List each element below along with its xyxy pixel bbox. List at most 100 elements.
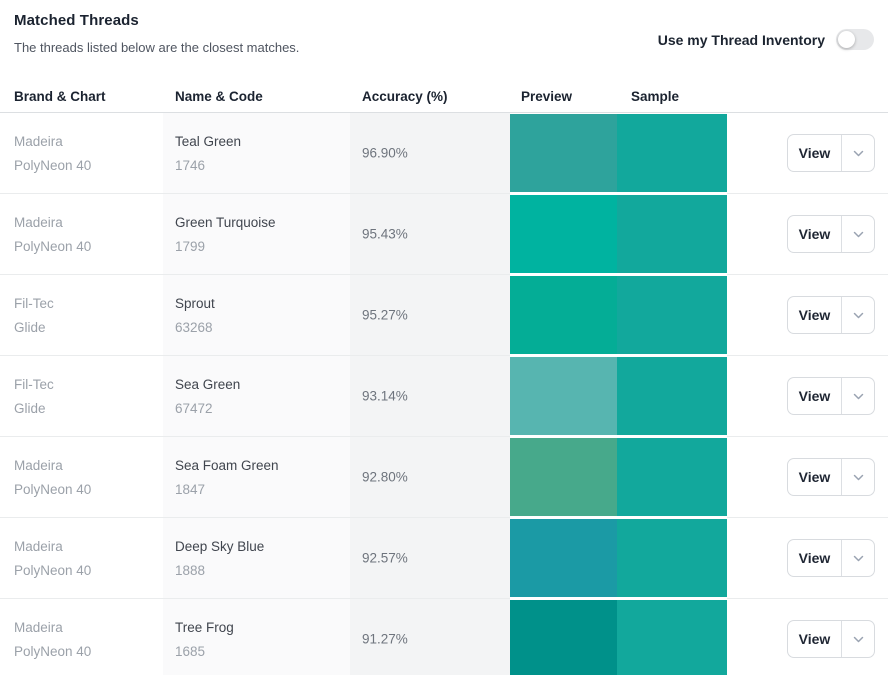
thread-code-text: 1685: [175, 644, 206, 659]
actions-cell: View: [727, 113, 888, 194]
table-row: Madeira PolyNeon 40 Deep Sky Blue 1888 9…: [0, 518, 888, 599]
sample-color-swatch: [617, 195, 727, 273]
thread-name-text: Sea Foam Green: [175, 458, 279, 473]
sample-color-swatch: [617, 357, 727, 435]
sample-cell: [617, 599, 727, 675]
chevron-down-icon: [853, 312, 863, 318]
chart-text: PolyNeon 40: [14, 239, 92, 254]
view-split-button: View: [787, 539, 875, 577]
preview-cell: [510, 599, 617, 675]
chart-text: Glide: [14, 401, 46, 416]
actions-cell: View: [727, 518, 888, 599]
brand-chart-cell: Madeira PolyNeon 40: [0, 518, 163, 599]
actions-cell: View: [727, 194, 888, 275]
sample-color-swatch: [617, 438, 727, 516]
name-code-cell: Sprout 63268: [163, 275, 350, 356]
chart-text: PolyNeon 40: [14, 644, 92, 659]
table-body: Madeira PolyNeon 40 Teal Green 1746 96.9…: [0, 113, 888, 675]
column-header-preview: Preview: [521, 88, 573, 104]
column-header-brand-chart: Brand & Chart: [14, 88, 106, 104]
accuracy-cell: 95.27%: [350, 275, 510, 356]
button-divider: [841, 621, 842, 657]
view-button[interactable]: View: [798, 631, 831, 647]
accuracy-cell: 92.80%: [350, 437, 510, 518]
thread-code-text: 1746: [175, 158, 206, 173]
thread-code-text: 1847: [175, 482, 206, 497]
chart-text: Glide: [14, 320, 46, 335]
page-subtitle: The threads listed below are the closest…: [14, 40, 300, 55]
chevron-down-icon: [853, 474, 863, 480]
page-title: Matched Threads: [14, 12, 139, 29]
accuracy-value: 95.27%: [362, 307, 408, 323]
sample-cell: [617, 356, 727, 437]
panel-header: Matched Threads The threads listed below…: [0, 0, 888, 80]
view-dropdown-button[interactable]: [842, 459, 874, 495]
preview-color-swatch: [510, 195, 617, 273]
brand-chart-cell: Madeira PolyNeon 40: [0, 437, 163, 518]
preview-cell: [510, 356, 617, 437]
view-button[interactable]: View: [798, 226, 831, 242]
brand-text: Madeira: [14, 134, 63, 149]
toggle-knob-icon: [838, 31, 855, 48]
table-row: Madeira PolyNeon 40 Sea Foam Green 1847 …: [0, 437, 888, 518]
view-dropdown-button[interactable]: [842, 540, 874, 576]
sample-cell: [617, 194, 727, 275]
view-split-button: View: [787, 215, 875, 253]
chart-text: PolyNeon 40: [14, 482, 92, 497]
view-split-button: View: [787, 620, 875, 658]
accuracy-value: 96.90%: [362, 145, 408, 161]
preview-cell: [510, 437, 617, 518]
preview-color-swatch: [510, 438, 617, 516]
chevron-down-icon: [853, 555, 863, 561]
view-dropdown-button[interactable]: [842, 297, 874, 333]
accuracy-cell: 91.27%: [350, 599, 510, 675]
sample-cell: [617, 518, 727, 599]
accuracy-cell: 95.43%: [350, 194, 510, 275]
thread-inventory-toggle-label: Use my Thread Inventory: [657, 31, 825, 48]
accuracy-cell: 92.57%: [350, 518, 510, 599]
brand-chart-cell: Fil-Tec Glide: [0, 356, 163, 437]
preview-color-swatch: [510, 600, 617, 675]
accuracy-cell: 96.90%: [350, 113, 510, 194]
thread-name-text: Sea Green: [175, 377, 241, 392]
accuracy-value: 95.43%: [362, 226, 408, 242]
name-code-cell: Tree Frog 1685: [163, 599, 350, 675]
accuracy-value: 92.80%: [362, 469, 408, 485]
preview-color-swatch: [510, 519, 617, 597]
preview-cell: [510, 518, 617, 599]
brand-chart-cell: Fil-Tec Glide: [0, 275, 163, 356]
preview-cell: [510, 194, 617, 275]
chevron-down-icon: [853, 231, 863, 237]
name-code-cell: Sea Green 67472: [163, 356, 350, 437]
sample-color-swatch: [617, 114, 727, 192]
table-row: Madeira PolyNeon 40 Teal Green 1746 96.9…: [0, 113, 888, 194]
brand-text: Madeira: [14, 539, 63, 554]
button-divider: [841, 216, 842, 252]
view-button[interactable]: View: [798, 307, 831, 323]
view-button[interactable]: View: [798, 469, 831, 485]
brand-text: Fil-Tec: [14, 377, 54, 392]
sample-color-swatch: [617, 600, 727, 675]
view-button[interactable]: View: [798, 145, 831, 161]
thread-name-text: Tree Frog: [175, 620, 234, 635]
view-button[interactable]: View: [798, 550, 831, 566]
button-divider: [841, 297, 842, 333]
actions-cell: View: [727, 275, 888, 356]
accuracy-cell: 93.14%: [350, 356, 510, 437]
view-dropdown-button[interactable]: [842, 135, 874, 171]
chart-text: PolyNeon 40: [14, 563, 92, 578]
preview-color-swatch: [510, 114, 617, 192]
view-split-button: View: [787, 377, 875, 415]
brand-text: Madeira: [14, 215, 63, 230]
preview-cell: [510, 275, 617, 356]
sample-cell: [617, 437, 727, 518]
view-button[interactable]: View: [798, 388, 831, 404]
view-dropdown-button[interactable]: [842, 378, 874, 414]
sample-color-swatch: [617, 276, 727, 354]
brand-chart-cell: Madeira PolyNeon 40: [0, 599, 163, 675]
view-dropdown-button[interactable]: [842, 621, 874, 657]
preview-color-swatch: [510, 357, 617, 435]
view-dropdown-button[interactable]: [842, 216, 874, 252]
thread-inventory-toggle-switch[interactable]: [836, 29, 874, 50]
